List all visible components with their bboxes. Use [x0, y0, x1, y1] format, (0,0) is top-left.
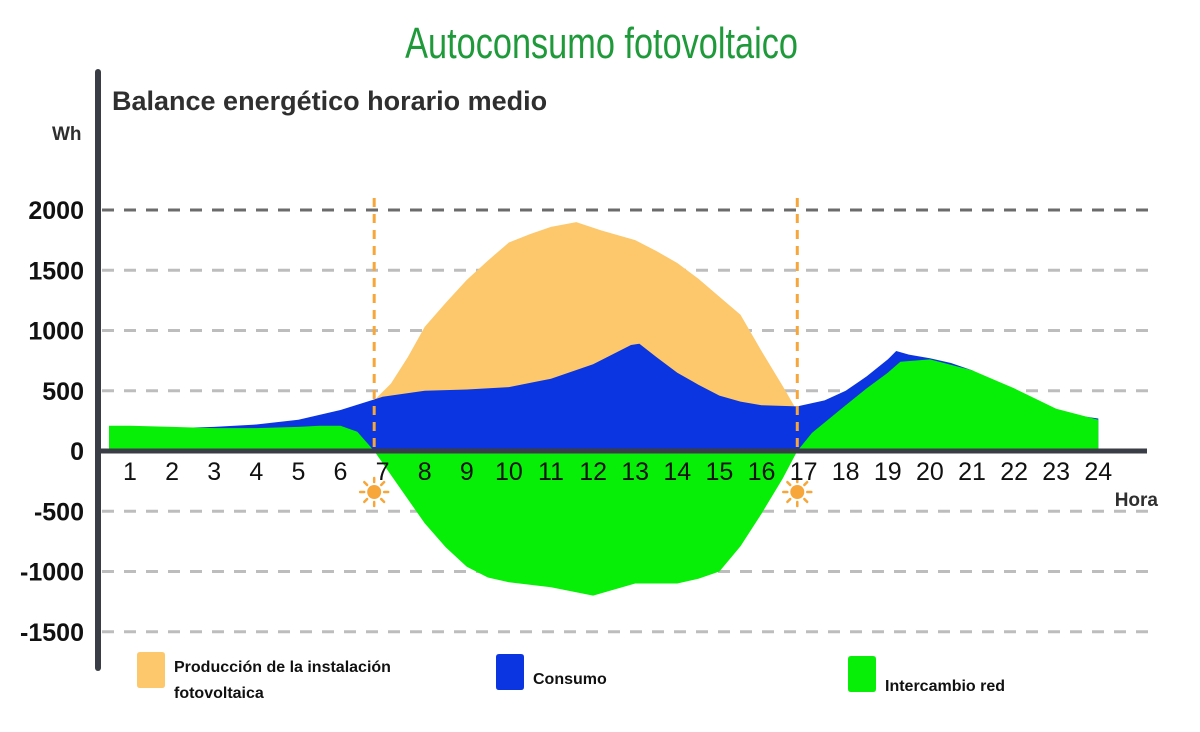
- x-tick-label: 16: [748, 458, 776, 486]
- x-tick-label: 1: [123, 458, 137, 486]
- x-tick-label: 15: [705, 458, 733, 486]
- y-axis-label: Wh: [52, 124, 82, 145]
- y-tick-label: 2000: [28, 197, 84, 225]
- sun-icon: [358, 476, 390, 508]
- x-tick-label: 2: [165, 458, 179, 486]
- x-tick-label: 10: [495, 458, 523, 486]
- legend-label: fotovoltaica: [174, 685, 264, 702]
- x-tick-label: 23: [1042, 458, 1070, 486]
- y-tick-label: 1000: [28, 318, 84, 346]
- legend-label: Producción de la instalación: [174, 659, 391, 676]
- legend: Producción de la instalación fotovoltaica…: [137, 652, 1005, 702]
- x-tick-label: 3: [207, 458, 221, 486]
- legend-item: Intercambio red: [848, 656, 1005, 695]
- x-tick-label: 22: [1000, 458, 1028, 486]
- x-tick-label: 7: [376, 458, 390, 486]
- legend-swatch: [496, 654, 524, 690]
- x-tick-label: 13: [621, 458, 649, 486]
- y-tick-label: -500: [34, 498, 84, 526]
- y-tick-label: -1000: [20, 559, 84, 587]
- x-tick-label: 21: [958, 458, 986, 486]
- legend-label: Consumo: [533, 671, 607, 688]
- x-tick-label: 19: [874, 458, 902, 486]
- x-tick-label: 11: [538, 458, 564, 486]
- x-tick-label: 18: [832, 458, 860, 486]
- legend-item: Producción de la instalación fotovoltaica: [137, 652, 391, 702]
- legend-item: Consumo: [496, 654, 607, 690]
- y-tick-label: 0: [70, 438, 84, 466]
- x-tick-label: 14: [663, 458, 691, 486]
- x-tick-label: 12: [579, 458, 607, 486]
- x-tick-label: 4: [249, 458, 263, 486]
- x-tick-label: 20: [916, 458, 944, 486]
- area-series: [109, 222, 1099, 596]
- legend-swatch: [137, 652, 165, 688]
- y-tick-label: -1500: [20, 619, 84, 647]
- y-tick-label: 500: [42, 378, 84, 406]
- x-tick-label: 5: [291, 458, 305, 486]
- legend-swatch: [848, 656, 876, 692]
- y-tick-label: 1500: [28, 257, 84, 285]
- legend-label: Intercambio red: [885, 678, 1005, 695]
- sun-markers: [358, 198, 813, 508]
- axes: [95, 69, 1147, 671]
- x-tick-label: 17: [790, 458, 818, 486]
- x-axis-label: Hora: [1115, 490, 1159, 511]
- x-tick-label: 8: [418, 458, 432, 486]
- chart-subtitle: Balance energético horario medio: [112, 86, 547, 116]
- chart-title: Autoconsumo fotovoltaico: [405, 19, 798, 68]
- x-tick-label: 24: [1084, 458, 1112, 486]
- area-intercambio: [109, 359, 1099, 596]
- x-tick-label: 9: [460, 458, 474, 486]
- sun-icon: [782, 476, 813, 508]
- x-tick-label: 6: [334, 458, 348, 486]
